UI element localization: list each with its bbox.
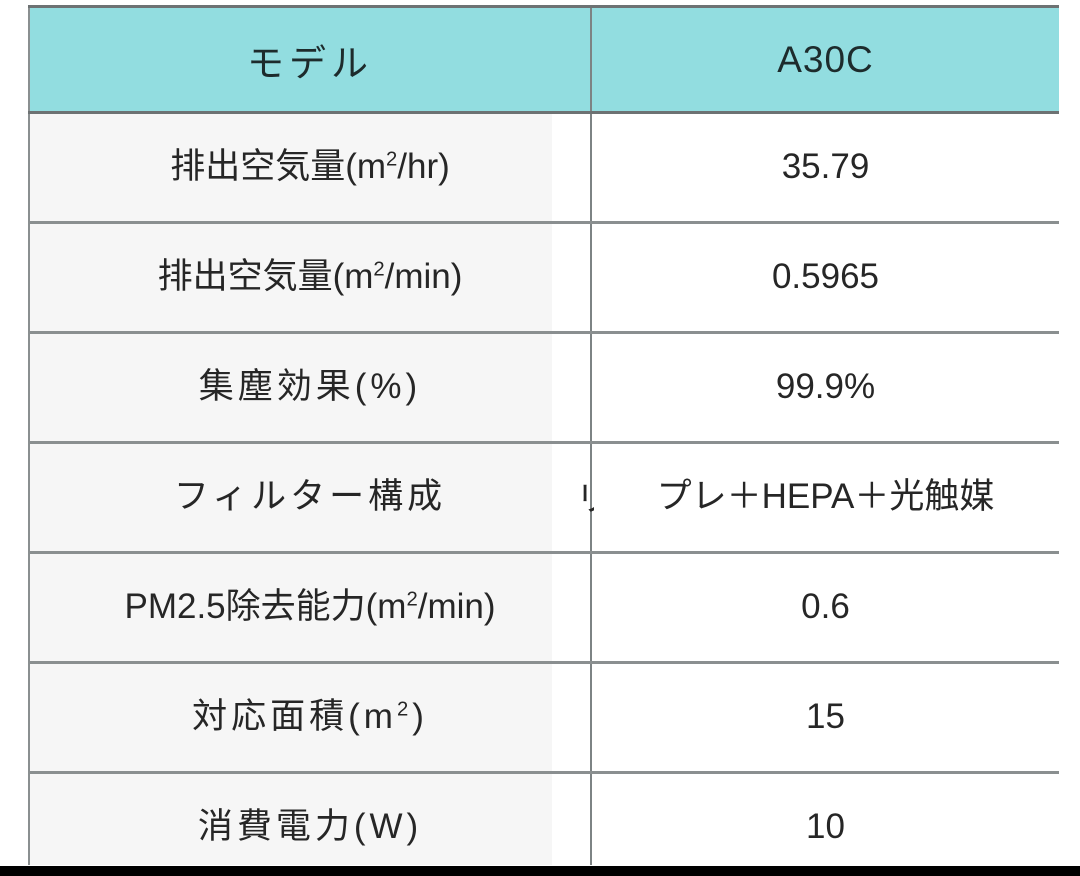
label-base: PM2.5除去能力(m (124, 587, 407, 627)
spec-table-container: モデル A30C 排出空気量(m2/hr) 35.79 (28, 5, 1059, 865)
spec-table-head: モデル A30C (29, 6, 1059, 114)
row-value-text: 10 (806, 807, 845, 847)
table-row: 消費電力(W) 10 (29, 772, 1059, 865)
label-base: 集塵効果(%) (198, 367, 422, 407)
row-label-pm25-removal: PM2.5除去能力(m2/min) (29, 552, 592, 664)
product-spec-table: モデル A30C 排出空気量(m2/hr) 35.79 (28, 5, 1059, 865)
label-tail: /min) (384, 257, 463, 297)
table-row: 排出空気量(m2/hr) 35.79 (29, 112, 1059, 224)
row-label-text: フィルター構成 (30, 478, 590, 517)
label-tail: /min) (417, 587, 496, 627)
label-superscript: 2 (396, 698, 413, 721)
row-label-text: 排出空気量(m2/min) (30, 258, 590, 297)
row-label-text: 対応面積(m2) (30, 698, 590, 737)
row-value-airflow-hr: 35.79 (591, 112, 1059, 224)
label-base: 排出空気量(m (170, 147, 387, 187)
table-row: 対応面積(m2) 15 (29, 662, 1059, 774)
label-tail: ) (412, 697, 428, 737)
label-superscript: 2 (386, 148, 398, 171)
row-value-text: 99.9% (775, 367, 876, 407)
row-value-text: 15 (806, 697, 845, 737)
header-label-model: モデル (247, 42, 373, 84)
row-value-filter-composition: プレ＋HEPA＋光触媒 (591, 442, 1059, 554)
label-base: 排出空気量(m (157, 257, 374, 297)
row-value-text: 0.6 (801, 587, 850, 627)
table-row: 集塵効果(%) 99.9% (29, 332, 1059, 444)
header-cell-a30c: A30C (591, 6, 1059, 114)
label-base: フィルター構成 (173, 477, 447, 517)
row-label-text: 集塵効果(%) (30, 368, 590, 407)
table-row: 排出空気量(m2/min) 0.5965 (29, 222, 1059, 334)
row-value-text: 35.79 (781, 147, 870, 187)
row-value-pm25-removal: 0.6 (591, 552, 1059, 664)
row-label-power-consumption: 消費電力(W) (29, 772, 592, 865)
row-label-text: PM2.5除去能力(m2/min) (30, 588, 590, 627)
row-value-airflow-min: 0.5965 (591, 222, 1059, 334)
header-label-a30c: A30C (777, 38, 874, 80)
row-label-airflow-min: 排出空気量(m2/min) (29, 222, 592, 334)
bottom-black-strip (0, 866, 1080, 876)
row-value-text: 0.5965 (771, 257, 880, 297)
header-cell-model: モデル (29, 6, 592, 114)
row-value-coverage-area: 15 (591, 662, 1059, 774)
row-label-text: 消費電力(W) (30, 808, 590, 847)
label-base: 消費電力(W) (197, 807, 423, 847)
row-label-coverage-area: 対応面積(m2) (29, 662, 592, 774)
label-base: 対応面積(m (192, 697, 397, 737)
row-label-airflow-hr: 排出空気量(m2/hr) (29, 112, 592, 224)
row-value-power-consumption: 10 (591, 772, 1059, 865)
spec-table-body: 排出空気量(m2/hr) 35.79 排出空気量(m2/min) 0.5965 (29, 112, 1059, 865)
row-label-dust-collection: 集塵効果(%) (29, 332, 592, 444)
label-superscript: 2 (373, 258, 385, 281)
table-row: PM2.5除去能力(m2/min) 0.6 (29, 552, 1059, 664)
row-label-filter-composition: フィルター構成 リ (29, 442, 594, 554)
row-label-text: 排出空気量(m2/hr) (30, 148, 590, 187)
label-superscript: 2 (406, 588, 418, 611)
clipped-glyph-artifact: リ (576, 481, 594, 516)
table-row: フィルター構成 リ プレ＋HEPA＋光触媒 (29, 442, 1059, 554)
spec-table-header-row: モデル A30C (29, 6, 1059, 114)
row-value-text: プレ＋HEPA＋光触媒 (656, 477, 995, 517)
row-value-dust-collection: 99.9% (591, 332, 1059, 444)
label-tail: /hr) (397, 147, 450, 187)
